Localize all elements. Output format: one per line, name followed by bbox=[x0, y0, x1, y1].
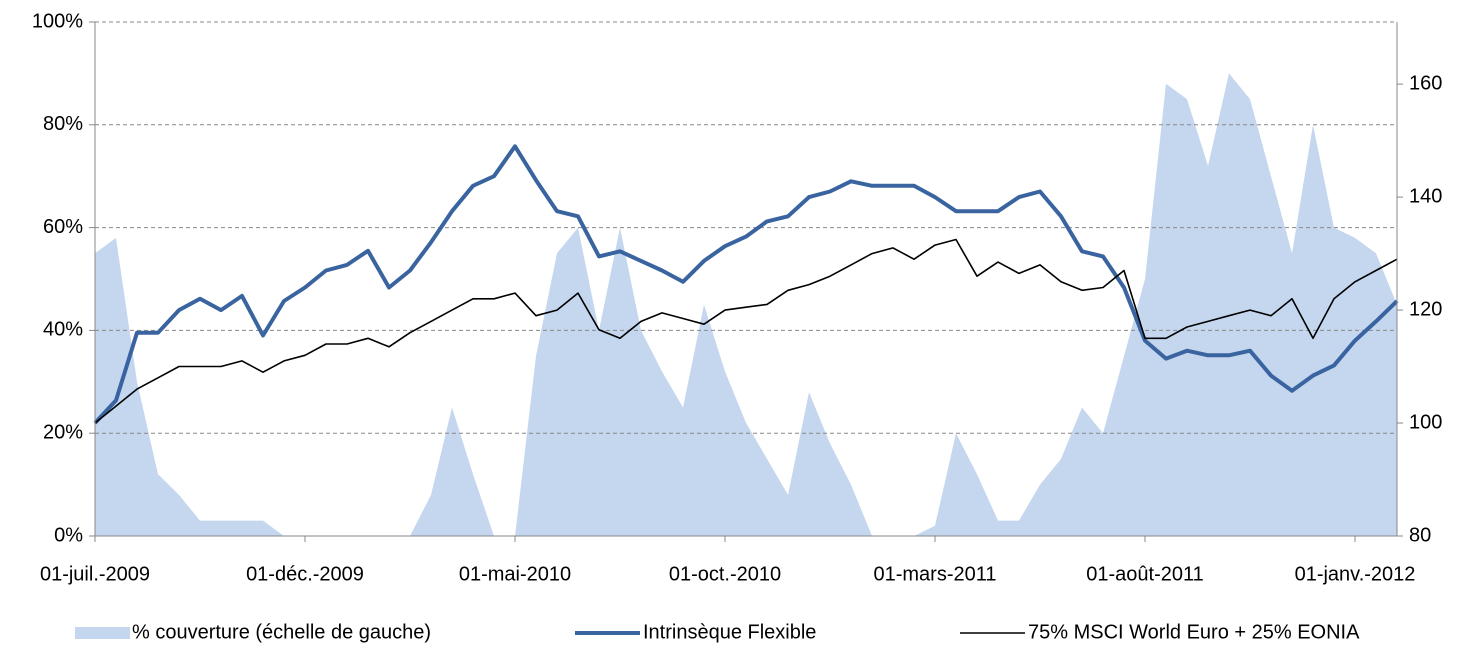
x-tick-label: 01-août-2011 bbox=[1086, 563, 1204, 585]
x-tick-label: 01-mars-2011 bbox=[873, 563, 996, 585]
legend-swatch bbox=[75, 627, 130, 639]
series-line bbox=[94, 238, 1398, 424]
x-tick-label: 01-juil.-2009 bbox=[40, 563, 150, 585]
series-line bbox=[93, 144, 1399, 425]
legend-label: % couverture (échelle de gauche) bbox=[132, 621, 431, 643]
y2-tick-label: 80 bbox=[1409, 524, 1431, 546]
y-tick-label: 40% bbox=[43, 319, 83, 341]
x-tick-label: 01-oct.-2010 bbox=[669, 563, 781, 585]
y-tick-label: 20% bbox=[43, 421, 83, 443]
x-tick-label: 01-janv.-2012 bbox=[1295, 563, 1416, 585]
x-tick-label: 01-mai-2010 bbox=[459, 563, 571, 585]
coverage-area bbox=[95, 73, 1397, 537]
y2-tick-label: 100 bbox=[1409, 411, 1442, 433]
x-tick-label: 01-déc.-2009 bbox=[246, 563, 364, 585]
y-tick-label: 100% bbox=[32, 10, 83, 32]
y2-tick-label: 140 bbox=[1409, 185, 1442, 207]
y-tick-label: 80% bbox=[43, 113, 83, 135]
legend-label: Intrinsèque Flexible bbox=[643, 621, 816, 643]
y-tick-label: 0% bbox=[54, 524, 83, 546]
y2-tick-label: 160 bbox=[1409, 72, 1442, 94]
legend-label: 75% MSCI World Euro + 25% EONIA bbox=[1028, 621, 1360, 643]
y2-tick-label: 120 bbox=[1409, 298, 1442, 320]
y-tick-label: 60% bbox=[43, 216, 83, 238]
